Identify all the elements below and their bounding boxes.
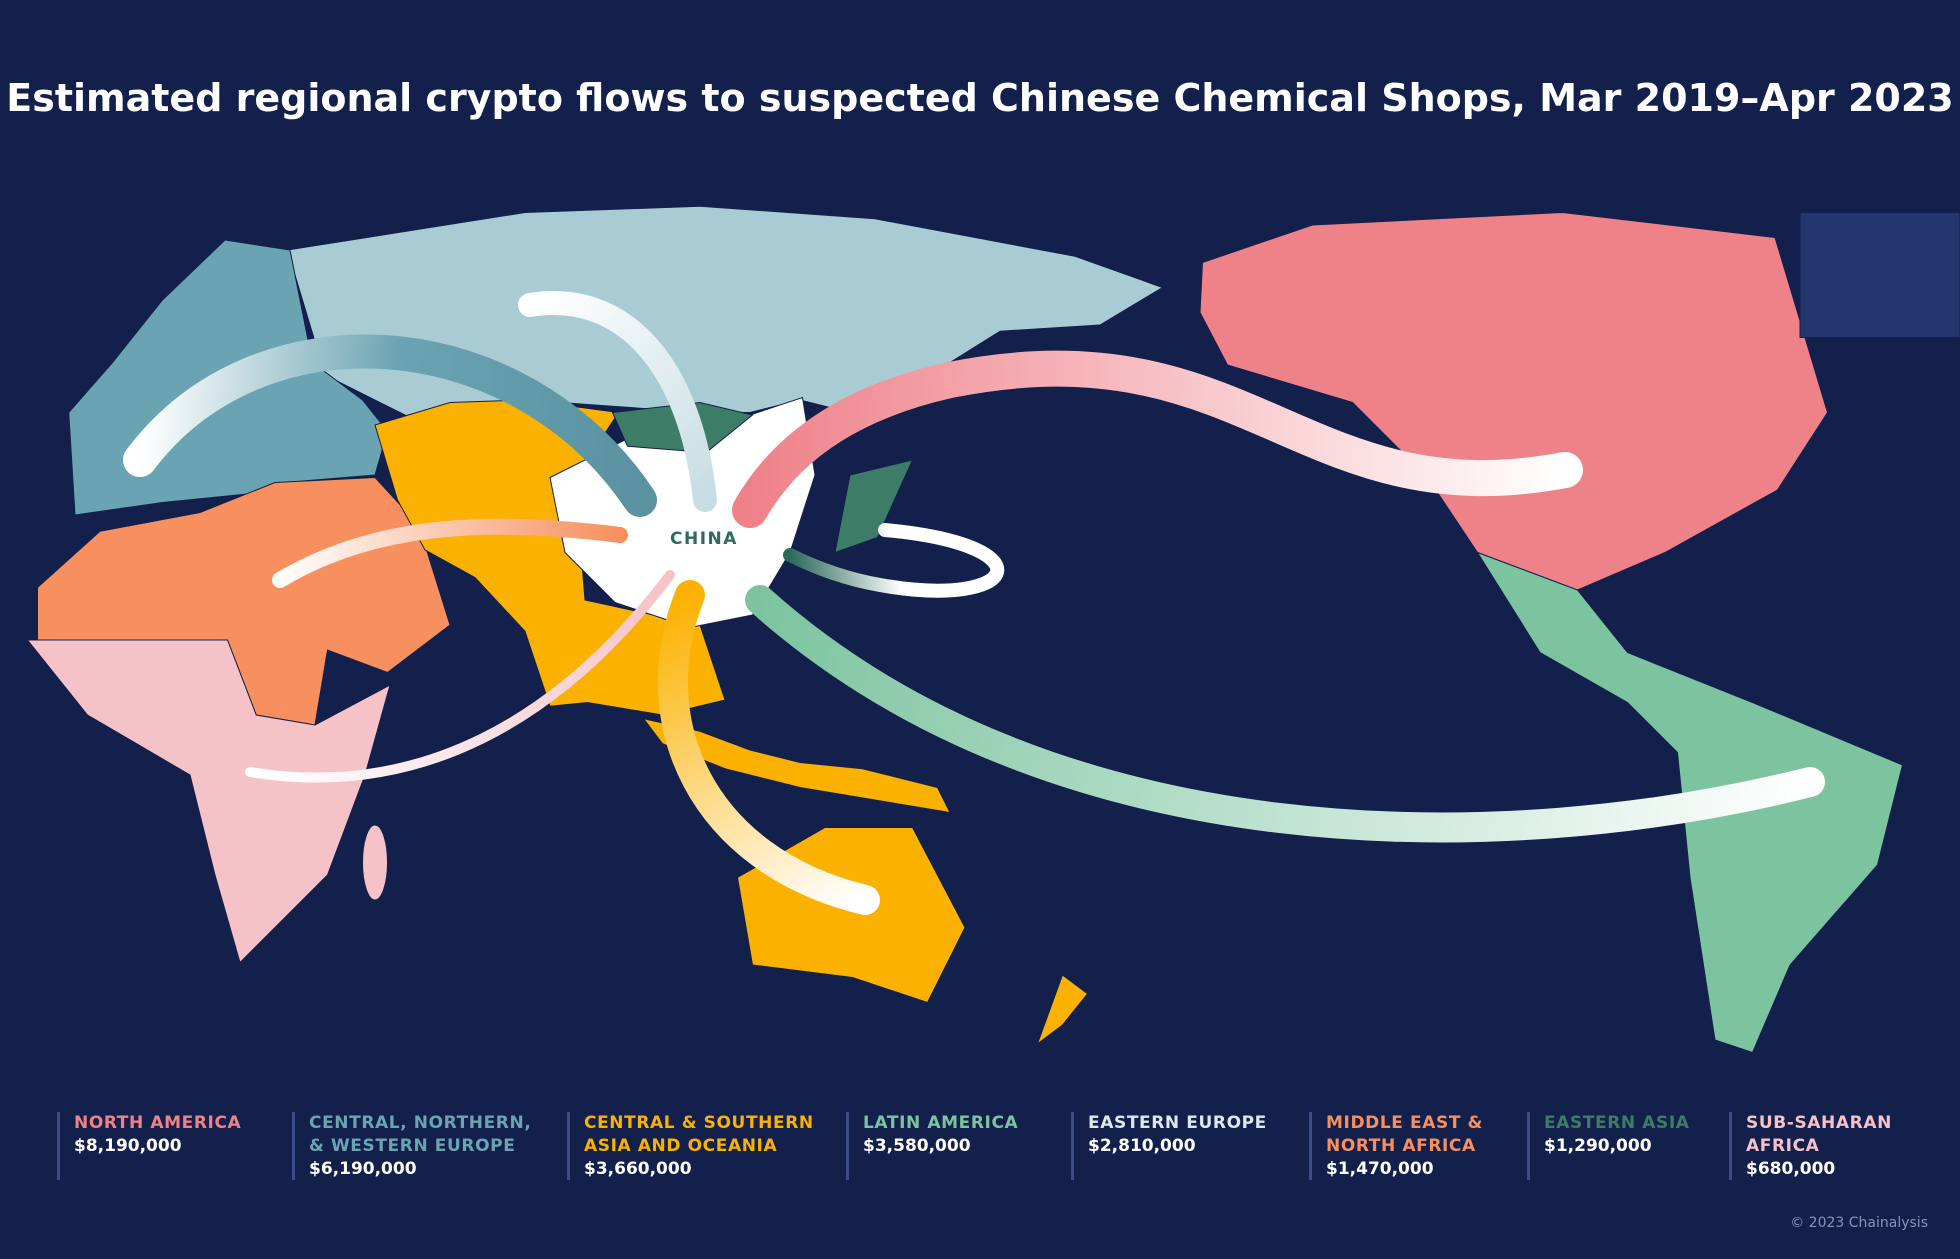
legend-value: $2,810,000 xyxy=(1088,1136,1196,1156)
legend-item: SUB-SAHARAN AFRICA $680,000 xyxy=(1729,1112,1911,1180)
legend-value: $3,580,000 xyxy=(863,1136,971,1156)
legend-name: EASTERN ASIA xyxy=(1544,1113,1690,1133)
legend-item: MIDDLE EAST & NORTH AFRICA $1,470,000 xyxy=(1309,1112,1501,1180)
legend-value: $6,190,000 xyxy=(309,1159,417,1179)
flows xyxy=(123,291,1825,915)
legend-name: EASTERN EUROPE xyxy=(1088,1113,1267,1133)
legend-item: LATIN AMERICA $3,580,000 xyxy=(846,1112,1063,1180)
flow-europe xyxy=(123,334,657,517)
flow-north-america xyxy=(732,350,1583,528)
center-label: CHINA xyxy=(670,529,738,549)
flow-mena xyxy=(272,518,628,588)
legend-name: LATIN AMERICA xyxy=(863,1113,1019,1133)
legend-value: $680,000 xyxy=(1746,1159,1836,1179)
flow-subsaharan xyxy=(245,570,675,783)
legend-name: MIDDLE EAST & NORTH AFRICA xyxy=(1326,1113,1483,1156)
legend-name: SUB-SAHARAN AFRICA xyxy=(1746,1113,1892,1156)
japan xyxy=(834,459,914,554)
legend-value: $1,470,000 xyxy=(1326,1159,1434,1179)
legend-name: NORTH AMERICA xyxy=(74,1113,242,1133)
flow-east-asia xyxy=(783,523,1005,598)
land xyxy=(26,205,1960,1054)
new-zealand xyxy=(1036,974,1089,1046)
legend-item: CENTRAL & SOUTHERN ASIA AND OCEANIA $3,66… xyxy=(567,1112,814,1180)
legend-item: EASTERN ASIA $1,290,000 xyxy=(1527,1112,1734,1180)
flow-asia xyxy=(657,580,880,915)
legend-item: EASTERN EUROPE $2,810,000 xyxy=(1071,1112,1298,1180)
legend-item: CENTRAL, NORTHERN, & WESTERN EUROPE $6,19… xyxy=(292,1112,539,1180)
greenland xyxy=(1799,212,1960,338)
legend-value: $3,660,000 xyxy=(584,1159,692,1179)
indonesia xyxy=(642,717,951,814)
credit: © 2023 Chainalysis xyxy=(1790,1215,1928,1231)
north-america xyxy=(1199,211,1829,591)
subsaharan xyxy=(26,639,391,964)
title: Estimated regional crypto flows to suspe… xyxy=(6,76,1954,120)
legend-name: CENTRAL & SOUTHERN ASIA AND OCEANIA xyxy=(584,1113,814,1156)
legend-name: CENTRAL, NORTHERN, & WESTERN EUROPE xyxy=(309,1113,532,1156)
flow-latin-america xyxy=(745,585,1825,843)
legend-item: NORTH AMERICA $8,190,000 xyxy=(57,1112,314,1180)
flow-eastern-europe xyxy=(518,291,717,512)
legend-value: $8,190,000 xyxy=(74,1136,182,1156)
madagascar xyxy=(362,824,388,901)
legend-value: $1,290,000 xyxy=(1544,1136,1652,1156)
